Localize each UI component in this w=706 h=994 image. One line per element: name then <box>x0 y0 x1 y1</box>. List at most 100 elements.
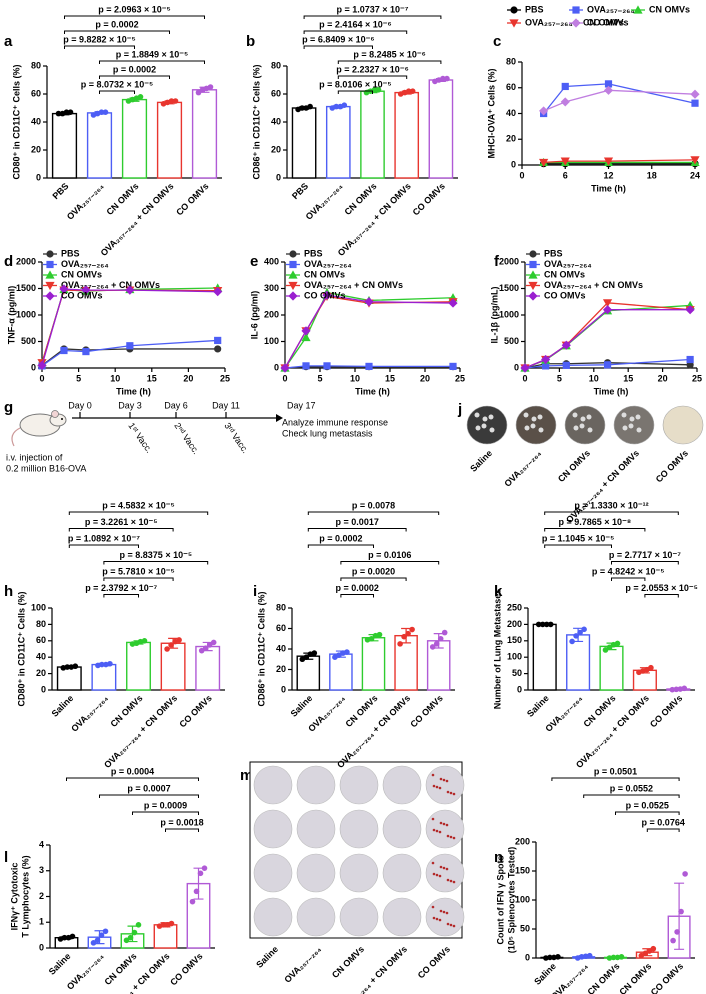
y-tick-label: 2000 <box>499 256 519 266</box>
injection-text: i.v. injection of <box>6 452 63 462</box>
x-tick-label: 25 <box>692 373 702 383</box>
y-tick-label: 20 <box>31 144 41 154</box>
data-point <box>371 87 378 93</box>
y-tick-label: 100 <box>31 602 46 612</box>
y-tick-label: 0 <box>281 684 286 694</box>
data-point <box>648 664 654 671</box>
significance-bracket <box>340 594 374 598</box>
spot <box>439 909 443 913</box>
x-tick-label: Saline <box>50 693 76 719</box>
bar <box>394 91 420 179</box>
significance-bracket <box>340 577 407 581</box>
y-tick-label: 40 <box>36 652 46 662</box>
data-point <box>405 88 412 94</box>
spot <box>452 880 456 884</box>
y-tick-label: 500 <box>504 336 519 346</box>
significance-bracket <box>103 577 174 581</box>
legend-label: CO OMVs <box>304 290 346 300</box>
point <box>604 80 613 88</box>
bar <box>121 98 148 179</box>
legend-label: CO OMVs <box>61 290 103 300</box>
data-point <box>55 110 62 117</box>
significance-bracket <box>544 528 646 532</box>
legend-label: PBS <box>304 248 323 258</box>
point <box>529 250 537 258</box>
x-tick-label: CN OMVs <box>109 693 145 729</box>
y-tick-label: 80 <box>276 602 286 612</box>
spot <box>452 836 456 840</box>
p-value: p = 4.5832 × 10⁻⁵ <box>102 500 175 510</box>
p-value: p = 1.3330 × 10⁻¹² <box>574 500 648 510</box>
point <box>539 158 549 168</box>
significance-bracket <box>337 60 442 64</box>
p-value: p = 8.0106 × 10⁻⁵ <box>319 79 392 89</box>
point <box>603 361 612 369</box>
spot <box>432 872 436 876</box>
data-point <box>307 103 313 110</box>
y-tick-label: 60 <box>31 88 41 98</box>
significance-bracket <box>64 30 170 34</box>
y-tick-label: 100 <box>507 652 522 662</box>
mouse-icon <box>11 410 67 447</box>
spot <box>452 924 456 928</box>
p-value: p = 0.0002 <box>95 19 138 29</box>
x-tick-label: CN OMVs <box>343 181 379 217</box>
y-tick-label: 40 <box>506 108 516 118</box>
p-value: p = 0.0501 <box>594 766 637 776</box>
day-label: Day 3 <box>118 400 142 410</box>
spot <box>449 791 453 795</box>
injection-text: 0.2 million B16-OVA <box>6 463 86 473</box>
p-value: p = 3.2261 × 10⁻⁵ <box>85 517 158 527</box>
p-value: p = 2.2327 × 10⁻⁶ <box>336 64 408 74</box>
data-point <box>168 98 175 104</box>
p-value: p = 8.0732 × 10⁻⁵ <box>81 79 154 89</box>
data-point <box>206 642 213 648</box>
data-point <box>650 945 657 952</box>
y-tick-label: 2000 <box>16 256 36 266</box>
well <box>339 809 379 849</box>
x-tick-label: CO OMVs <box>649 961 685 994</box>
bar <box>599 645 624 691</box>
significance-bracket <box>66 777 199 781</box>
p-value: p = 1.0737 × 10⁻⁷ <box>336 4 408 14</box>
well <box>382 897 422 937</box>
lung-spot <box>621 412 627 418</box>
spot <box>445 823 449 827</box>
lung-photo <box>662 405 704 445</box>
x-tick-label: CO OMVs <box>648 693 684 729</box>
y-tick-label: 80 <box>506 56 516 66</box>
y-tick-label: 40 <box>271 116 281 126</box>
data-point <box>674 929 680 935</box>
x-tick-label: 5 <box>317 373 322 383</box>
x-tick-label: CN OMVs <box>105 181 141 217</box>
y-tick-label: 1 <box>39 917 44 927</box>
legend-label: OVA₂₅₇₋₂₆₄ + CN OMVs <box>61 280 160 290</box>
lung-spot <box>635 414 641 420</box>
well-label: Saline <box>254 944 280 970</box>
well <box>425 897 465 937</box>
day-label: Day 0 <box>68 400 92 410</box>
y-axis-label: T Lymphocytes (%) <box>20 855 30 937</box>
data-point <box>581 626 587 633</box>
y-axis-label: CD86⁺ in CD11C⁺ Cells (%) <box>256 591 266 706</box>
well <box>296 897 336 937</box>
bar <box>329 653 353 691</box>
data-point <box>67 109 74 115</box>
y-axis-label: CD86⁺ in CD11C⁺ Cells (%) <box>251 64 261 179</box>
x-tick-label: Saline <box>289 693 315 719</box>
significance-bracket <box>337 90 373 94</box>
lung-spot <box>579 423 585 429</box>
spot <box>445 779 449 783</box>
significance-bracket <box>68 544 139 548</box>
y-tick-label: 1000 <box>499 309 519 319</box>
data-point <box>444 75 450 82</box>
y-tick-label: 60 <box>271 88 281 98</box>
point <box>510 6 518 14</box>
photo-label: CO OMVs <box>654 448 690 484</box>
data-point <box>673 686 680 693</box>
timeline-arrow <box>276 414 283 422</box>
data-point <box>678 908 684 915</box>
x-tick-label: Saline <box>532 961 558 987</box>
data-point <box>141 638 148 644</box>
point <box>289 250 297 258</box>
